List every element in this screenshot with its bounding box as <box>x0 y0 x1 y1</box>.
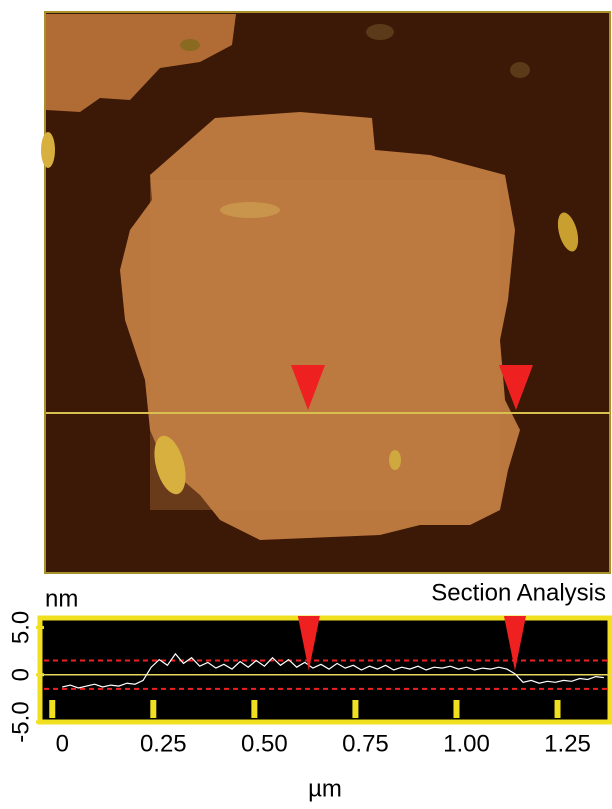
section-marker <box>503 616 526 671</box>
x-tick-label: 1.25 <box>544 730 591 757</box>
plot-area <box>37 615 612 725</box>
section-marker <box>297 616 320 671</box>
x-tick-label: 0.75 <box>342 730 389 757</box>
x-tick-label: 0.25 <box>140 730 187 757</box>
x-tick-label: 0.50 <box>241 730 288 757</box>
y-tick-label: -5.0 <box>7 701 34 742</box>
chart-title: Section Analysis <box>431 579 606 606</box>
afm-image <box>41 11 611 574</box>
x-tick-label: 1.00 <box>443 730 490 757</box>
x-tick-label: 0 <box>56 730 69 757</box>
y-tick-label: 0 <box>7 668 34 681</box>
y-tick-label: 5.0 <box>7 611 34 644</box>
profile-line <box>62 652 604 689</box>
y-unit: nm <box>45 585 78 612</box>
x-unit: µm <box>308 775 342 802</box>
